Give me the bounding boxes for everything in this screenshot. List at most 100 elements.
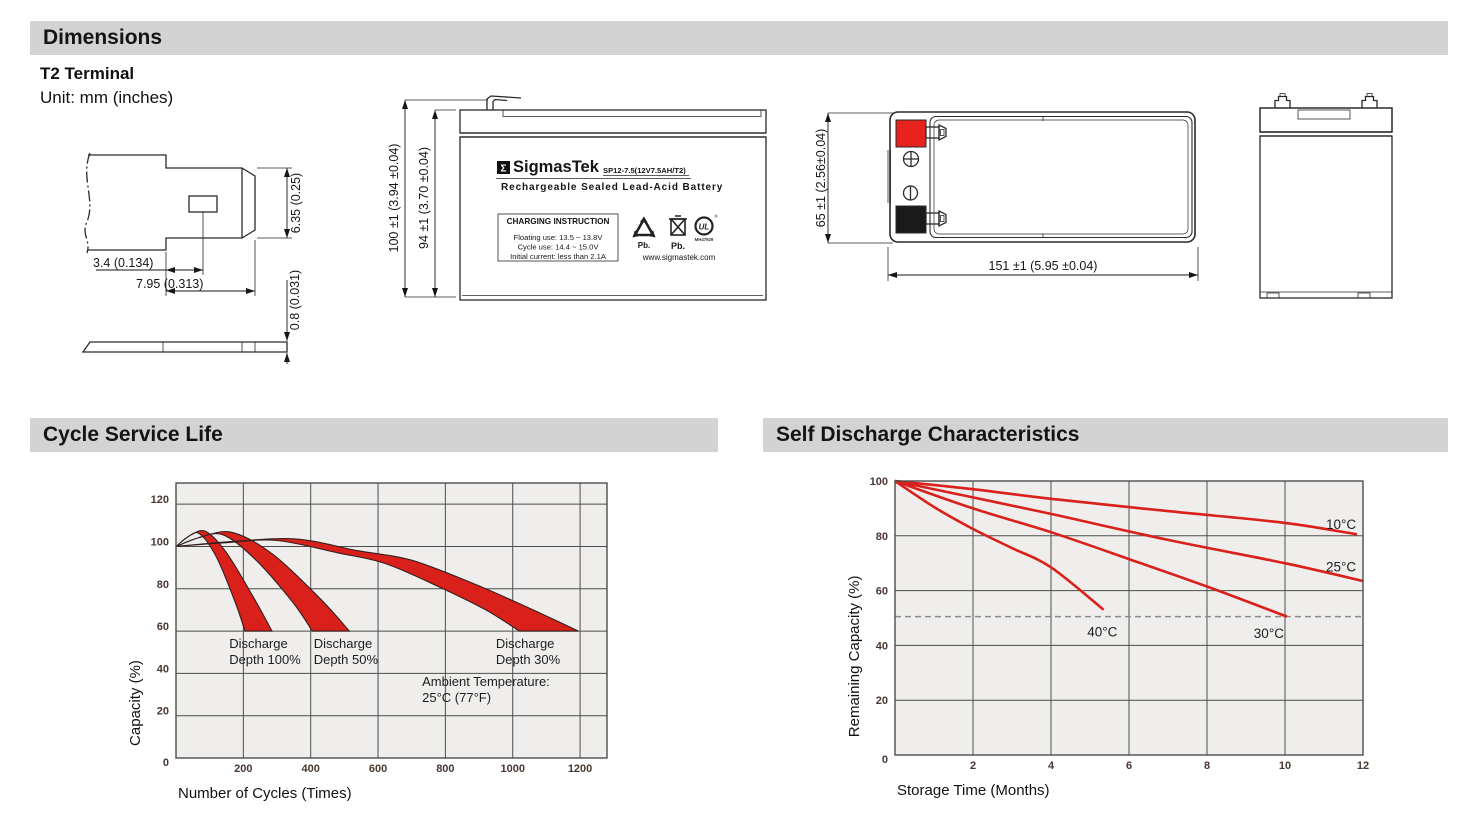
x-tick-label: 2 xyxy=(970,760,976,772)
ul-mark-icon: UL ® xyxy=(694,213,719,236)
front-case xyxy=(459,95,767,301)
y-tick-label: 0 xyxy=(882,754,888,766)
x-axis-title: Number of Cycles (Times) xyxy=(178,785,352,802)
brand-name: SigmasTek xyxy=(513,158,600,176)
chart-annotation: Discharge Depth 100% xyxy=(229,636,301,667)
x-tick-label: 10 xyxy=(1279,760,1291,772)
dim-hole-offset: 3.4 (0.134) xyxy=(93,256,153,270)
band-discharge-depth-50- xyxy=(175,530,351,632)
y-tick-label: 20 xyxy=(157,706,169,718)
cycle-service-life-chart: 0 20 40 60 80 100 120 200 400 600 800 1000 1200 Disch… xyxy=(127,482,608,802)
negative-terminal-pad xyxy=(895,205,927,234)
y-axis-title: Remaining Capacity (%) xyxy=(846,575,863,737)
negative-tab-icon xyxy=(925,209,947,228)
y-tick-label: 100 xyxy=(151,536,169,548)
dim-total-height: 100 ±1 (3.94 ±0.04) xyxy=(387,144,401,253)
series-label: 25°C xyxy=(1326,559,1356,574)
x-tick-label: 6 xyxy=(1126,760,1132,772)
battery-end-view xyxy=(1259,93,1393,299)
x-tick-label: 1000 xyxy=(500,763,524,775)
positive-terminal-pad xyxy=(895,119,927,148)
y-tick-label: 60 xyxy=(157,621,169,633)
y-tick-label: 20 xyxy=(876,695,888,707)
ul-code: MH47929 xyxy=(695,237,714,242)
chart-annotation: Ambient Temperature: 25°C (77°F) xyxy=(422,674,550,705)
x-tick-label: 12 xyxy=(1357,760,1369,772)
battery-top-view: 65 ±1 (2.56±0.04) 151 ±1 (5.95 ±0.04) xyxy=(814,111,1199,281)
y-tick-label: 120 xyxy=(151,494,169,506)
logo-glyph: Σ xyxy=(500,164,506,175)
top-view-case xyxy=(887,111,1196,243)
dim-depth: 65 ±1 (2.56±0.04) xyxy=(814,129,828,228)
chart-annotation: Discharge Depth 30% xyxy=(496,636,561,667)
terminal-outline xyxy=(84,152,256,254)
terminal-hole xyxy=(188,195,218,213)
terminal-tab xyxy=(486,95,522,110)
unit-note: Unit: mm (inches) xyxy=(40,88,174,107)
y-tick-label: 40 xyxy=(876,640,888,652)
chart-annotation: Discharge Depth 50% xyxy=(314,636,379,667)
section-header-dimensions: Dimensions xyxy=(30,21,1448,55)
section-header-cycle-service-life: Cycle Service Life xyxy=(30,418,718,452)
recycle-pb-label: Pb. xyxy=(638,241,650,250)
section-title: Cycle Service Life xyxy=(43,423,223,446)
terminal-dimensions: 3.4 (0.134) 7.95 (0.313) 6.35 (0.25) 0.8… xyxy=(93,167,303,364)
front-label: Σ SigmasTek SP12-7.5(12V7.5AH/T2) Rechar… xyxy=(496,158,723,262)
negative-terminal-icon xyxy=(902,185,919,201)
section-header-self-discharge: Self Discharge Characteristics xyxy=(763,418,1448,452)
y-tick-label: 80 xyxy=(157,579,169,591)
end-view-case xyxy=(1259,93,1393,299)
x-tick-label: 200 xyxy=(234,763,252,775)
crossed-bin-pb-icon xyxy=(669,215,687,236)
ul-registered-mark: ® xyxy=(715,213,719,219)
battery-front-view: 100 ±1 (3.94 ±0.04) 94 ±1 (3.70 ±0.04) Σ… xyxy=(387,95,767,301)
break-line xyxy=(84,152,91,254)
top-view-dimensions: 65 ±1 (2.56±0.04) 151 ±1 (5.95 ±0.04) xyxy=(814,112,1199,281)
svg-text:UL: UL xyxy=(699,223,710,232)
terminal-detail-drawing: 3.4 (0.134) 7.95 (0.313) 6.35 (0.25) 0.8… xyxy=(81,152,303,364)
series-label: 40°C xyxy=(1087,625,1117,640)
product-type: Rechargeable Sealed Lead-Acid Battery xyxy=(501,182,723,193)
positive-tab-icon xyxy=(925,123,947,142)
series-label: 30°C xyxy=(1254,626,1284,641)
x-tick-label: 600 xyxy=(369,763,387,775)
x-tick-label: 400 xyxy=(302,763,320,775)
y-tick-label: 80 xyxy=(876,531,888,543)
y-tick-label: 60 xyxy=(876,586,888,598)
band-discharge-depth-30- xyxy=(175,538,579,632)
series-line-40c xyxy=(894,479,1105,611)
x-tick-label: 4 xyxy=(1048,760,1055,772)
series-line-10c xyxy=(894,479,1358,536)
section-title: Self Discharge Characteristics xyxy=(776,423,1080,446)
y-axis-title: Capacity (%) xyxy=(127,660,144,746)
section-title: Dimensions xyxy=(43,26,163,49)
plot-frame xyxy=(894,480,1364,756)
charging-line-2: Cycle use: 14.4 ~ 15.0V xyxy=(518,243,600,252)
charging-instruction-box xyxy=(497,213,619,262)
positive-terminal-icon xyxy=(902,150,920,168)
dim-length: 151 ±1 (5.95 ±0.04) xyxy=(989,259,1098,273)
dim-case-height: 94 ±1 (3.70 ±0.04) xyxy=(417,147,431,249)
plot-frame xyxy=(175,482,608,759)
brand-logo-icon xyxy=(497,161,510,174)
x-tick-label: 8 xyxy=(1204,760,1210,772)
terminal-post-right xyxy=(1361,95,1378,108)
x-axis-title: Storage Time (Months) xyxy=(897,782,1050,799)
front-dimensions: 100 ±1 (3.94 ±0.04) 94 ±1 (3.70 ±0.04) xyxy=(387,99,488,298)
x-tick-label: 1200 xyxy=(568,763,592,775)
charging-title: CHARGING INSTRUCTION xyxy=(507,217,610,226)
terminal-post-left xyxy=(1274,95,1291,108)
y-tick-label: 40 xyxy=(157,663,169,675)
recycle-pb-icon xyxy=(632,216,656,238)
website-url: www.sigmastek.com xyxy=(642,253,716,262)
y-tick-label: 100 xyxy=(870,476,888,488)
dim-thickness: 0.8 (0.031) xyxy=(288,270,302,330)
model-number: SP12-7.5(12V7.5AH/T2) xyxy=(603,166,686,175)
terminal-side-strip xyxy=(81,341,288,353)
band-discharge-depth-100- xyxy=(175,530,273,632)
y-tick-label: 0 xyxy=(163,757,169,769)
x-tick-label: 800 xyxy=(436,763,454,775)
self-discharge-chart: 10°C 25°C 30°C 40°C 0 20 40 60 80 100 2 4 6 8 10 12 Stor… xyxy=(846,476,1369,799)
dim-tab-width: 7.95 (0.313) xyxy=(136,277,203,291)
